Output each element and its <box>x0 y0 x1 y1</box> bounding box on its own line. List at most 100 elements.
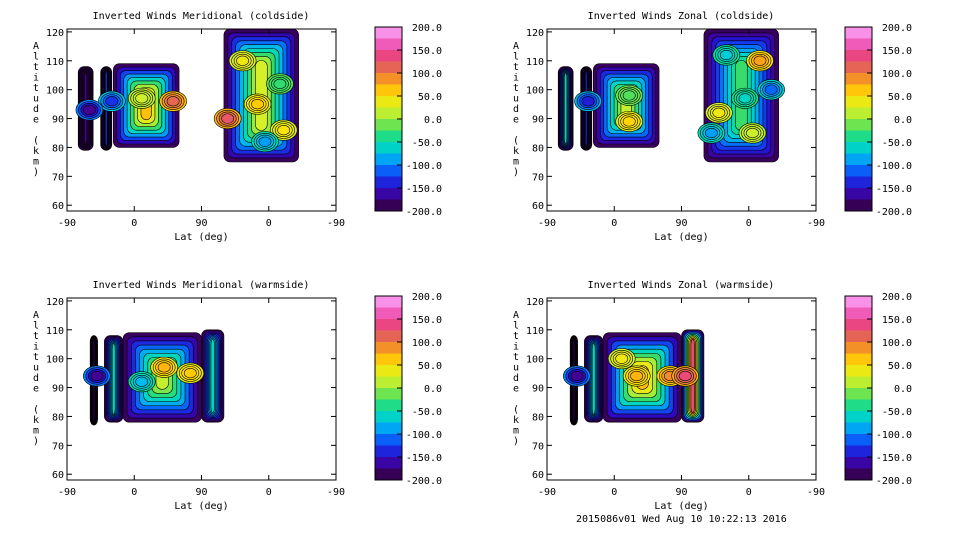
x-tick-label: 0 <box>131 487 137 498</box>
panel-inverted-winds-zonal-warmside: Inverted Winds Zonal (warmside)-90 0 90 0 -9… <box>513 280 912 512</box>
colorbar-segment <box>845 27 872 39</box>
colorbar-segment <box>375 142 402 154</box>
y-tick-label: 110 <box>46 326 64 337</box>
colorbar-tick-label: 150.0 <box>882 315 912 326</box>
x-axis-label: Lat (deg) <box>174 232 228 243</box>
colorbar-tick-label: -50.0 <box>412 138 442 149</box>
x-axis-label: Lat (deg) <box>654 232 708 243</box>
plot-area <box>75 29 299 163</box>
colorbar-segment <box>375 365 402 377</box>
colorbar-tick-label: 100.0 <box>412 338 442 349</box>
y-tick-label: 100 <box>526 86 544 97</box>
colorbar-segment <box>845 61 872 74</box>
colorbar: 200.0 150.0 100.0 50.0 0.0 -50.0 -100.0 -150.0 -… <box>374 292 442 487</box>
colorbar-tick-label: -50.0 <box>882 138 912 149</box>
colorbar-segment <box>845 153 872 166</box>
colorbar-segment <box>845 422 872 435</box>
y-tick-label: 70 <box>532 441 544 452</box>
panel-title: Inverted Winds Zonal (warmside) <box>588 280 775 291</box>
colorbar-segment <box>375 96 402 108</box>
contour-feature <box>150 356 178 378</box>
colorbar-segment <box>845 342 872 354</box>
contour-level <box>258 136 272 147</box>
y-tick-label: 120 <box>46 297 64 308</box>
colorbar-tick-label: 0.0 <box>894 384 912 395</box>
colorbar-tick-label: 200.0 <box>882 292 912 303</box>
colorbar-segment <box>845 411 872 423</box>
colorbar-tick-label: 150.0 <box>412 46 442 57</box>
contour-level <box>764 84 778 95</box>
colorbar-segment <box>845 399 872 412</box>
contour-feature <box>731 87 759 109</box>
x-tick-label: 90 <box>675 218 687 229</box>
contour-feature <box>671 365 700 387</box>
colorbar-segment <box>845 50 872 62</box>
colorbar-segment <box>375 445 402 458</box>
colorbar-segment <box>375 353 402 366</box>
contour-level <box>135 93 149 104</box>
colorbar-segment <box>845 142 872 154</box>
colorbar-segment <box>845 376 872 389</box>
contour-level <box>704 127 718 139</box>
colorbar-tick-label: 200.0 <box>882 23 912 34</box>
colorbar-segment <box>375 376 402 389</box>
y-tick-label: 60 <box>52 470 64 481</box>
colorbar-tick-label: 200.0 <box>412 292 442 303</box>
y-tick-label: 70 <box>532 172 544 183</box>
contour-level <box>622 90 636 101</box>
colorbar-tick-label: 100.0 <box>882 69 912 80</box>
colorbar-segment <box>845 353 872 366</box>
x-tick-label: -90 <box>327 218 345 229</box>
y-tick-label: 110 <box>526 57 544 68</box>
contour-feature <box>705 102 733 124</box>
colorbar-segment <box>845 319 872 331</box>
contour-feature <box>615 84 644 106</box>
x-tick-label: -90 <box>58 487 76 498</box>
contour-ring <box>111 343 116 415</box>
colorbar-segment <box>845 296 872 308</box>
x-tick-label: -90 <box>327 487 345 498</box>
colorbar-segment <box>845 434 872 446</box>
colorbar-segment <box>845 330 872 343</box>
colorbar: 200.0 150.0 100.0 50.0 0.0 -50.0 -100.0 -150.0 -… <box>374 23 442 218</box>
contour-feature <box>738 122 767 144</box>
panel-inverted-winds-meridional-coldside: Inverted Winds Meridional (coldside) -90 0… <box>33 11 442 243</box>
colorbar-segment <box>845 457 872 469</box>
contour-level <box>157 362 171 373</box>
y-tick-label: 70 <box>52 172 64 183</box>
contour-level <box>615 353 629 364</box>
colorbar-tick-label: -200.0 <box>876 476 912 487</box>
x-tick-label: 90 <box>195 218 207 229</box>
contour-ring <box>210 338 215 414</box>
contour-feature <box>159 90 187 112</box>
x-axis-label: Lat (deg) <box>174 501 228 512</box>
timestamp-stamp: 2015086v01 Wed Aug 10 10:22:13 2016 <box>576 514 787 525</box>
y-tick-label: 90 <box>532 115 544 126</box>
colorbar-tick-label: -50.0 <box>412 407 442 418</box>
x-tick-label: 0 <box>746 218 752 229</box>
colorbar-segment <box>845 445 872 458</box>
data-band-1 <box>104 335 124 423</box>
contour-level <box>622 116 636 127</box>
colorbar-segment <box>375 61 402 74</box>
x-tick-label: -90 <box>538 218 556 229</box>
contour-level <box>678 370 692 382</box>
contour-level <box>277 125 291 136</box>
panel-inverted-winds-zonal-coldside: Inverted Winds Zonal (coldside)-90 0 90 0 -9… <box>513 11 912 243</box>
colorbar-segment <box>375 457 402 469</box>
contour-feature <box>228 50 257 72</box>
contour-level <box>166 96 180 107</box>
contour-feature <box>574 90 602 112</box>
y-tick-label: 90 <box>52 115 64 126</box>
contour-level <box>719 49 733 61</box>
colorbar-segment <box>375 107 402 120</box>
x-tick-label: -90 <box>58 218 76 229</box>
contour-feature <box>176 362 205 384</box>
colorbar-segment <box>845 84 872 97</box>
y-axis: 60 70 80 90 100 110 120 A l t i t u d e (k m) <box>33 297 336 481</box>
colorbar-segment <box>845 38 872 51</box>
contour-feature <box>269 119 298 141</box>
y-tick-label: 120 <box>46 28 64 39</box>
